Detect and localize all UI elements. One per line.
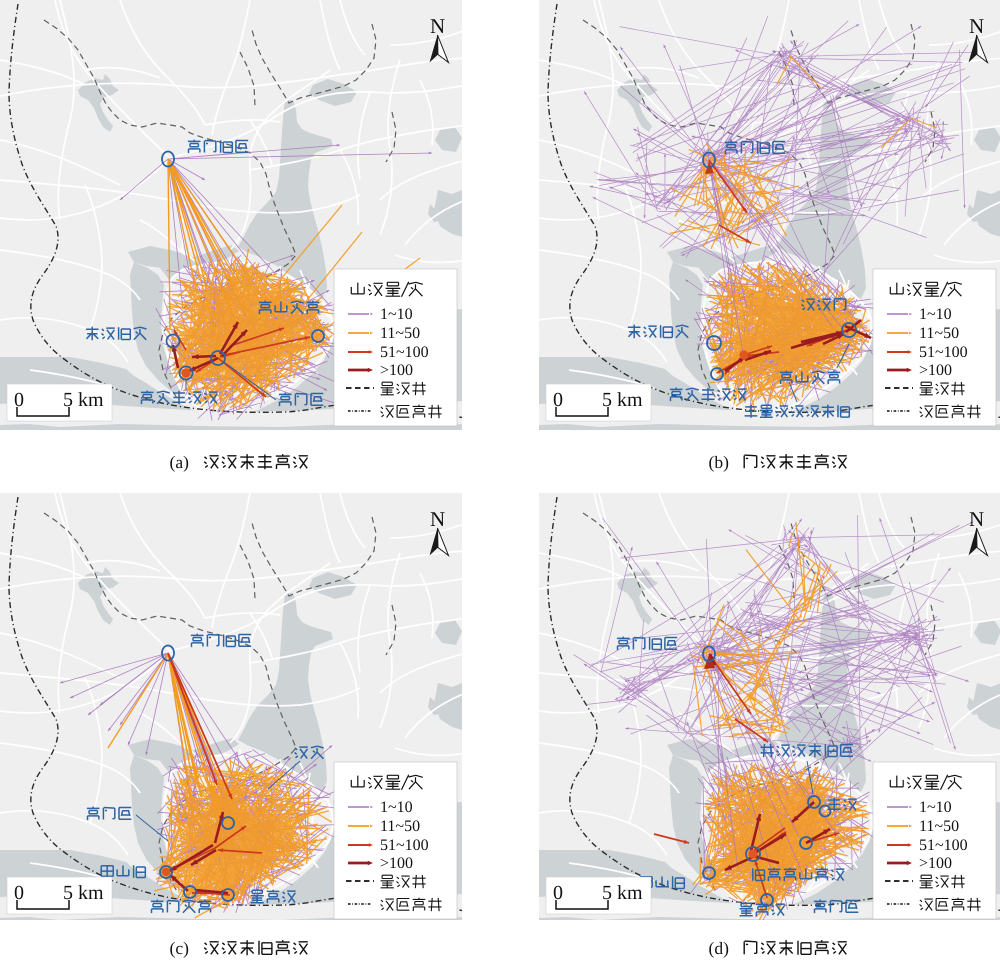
svg-text:(c): (c) (170, 938, 190, 958)
svg-text:(b): (b) (709, 452, 730, 472)
svg-text:(d): (d) (709, 938, 730, 958)
svg-text:(a): (a) (170, 452, 190, 472)
